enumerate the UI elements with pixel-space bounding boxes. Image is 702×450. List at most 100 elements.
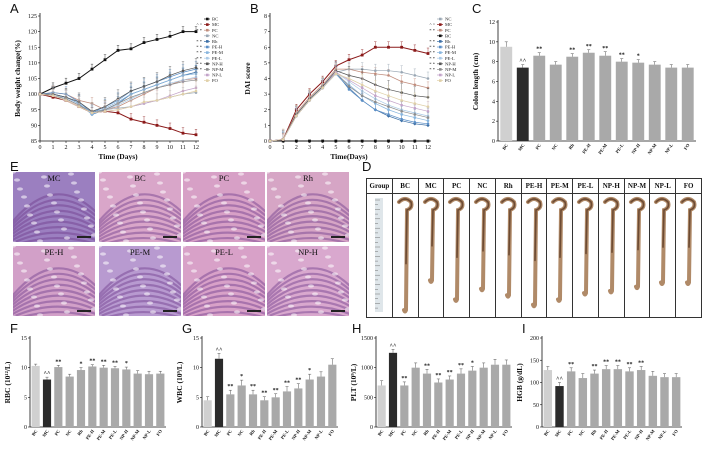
bar-fo — [502, 364, 511, 427]
gross-cell-np-m — [623, 193, 651, 318]
crypt — [281, 213, 287, 217]
crypt — [285, 295, 291, 299]
bar-bc — [500, 46, 513, 141]
tissue-fold — [183, 278, 265, 303]
tissue-fold — [267, 289, 349, 309]
x-tick-label: NP-H — [633, 428, 644, 440]
bar-mc — [388, 352, 398, 427]
tissue-fold — [13, 198, 95, 226]
gross-header-np-h: NP-H — [597, 178, 625, 194]
data-point — [90, 67, 94, 71]
crypt — [231, 227, 237, 231]
significance-label: ** — [536, 47, 542, 53]
legend-sig-mark: * * — [429, 28, 435, 33]
colon-tissue — [499, 197, 517, 299]
bar-nc — [411, 367, 420, 427]
x-tick-label: BC — [501, 143, 509, 151]
tissue-fold — [99, 305, 181, 316]
crypt — [251, 207, 257, 211]
crypt — [267, 172, 270, 174]
tissue-fold — [21, 236, 93, 242]
data-point — [374, 89, 377, 93]
data-point — [347, 58, 351, 62]
legend-swatch — [206, 73, 209, 77]
data-point — [64, 81, 68, 85]
crypt — [228, 292, 234, 296]
bar-nc — [549, 64, 562, 141]
x-tick-label: PE-H — [599, 428, 610, 440]
colon-content — [578, 198, 593, 255]
tissue-fold — [99, 289, 181, 309]
crypt — [120, 304, 126, 308]
tissue-fold — [99, 267, 181, 297]
legend-sig-mark: * * — [196, 28, 202, 33]
legend-swatch — [439, 23, 442, 26]
histology-image-pc: PC — [182, 171, 266, 243]
tissue-fold — [13, 289, 95, 309]
crypt — [267, 246, 270, 248]
x-tick-label: NP-H — [465, 428, 476, 440]
legend-entry-np-l: NP-L — [212, 73, 222, 78]
histology-image-pe-l: PE-L — [182, 245, 266, 317]
data-point — [387, 69, 390, 72]
crypt — [325, 181, 331, 185]
crypt — [51, 201, 57, 205]
data-point — [103, 110, 107, 113]
x-tick-label: NC — [65, 429, 73, 437]
x-tick-label: NP-L — [314, 429, 324, 441]
histology-label: BC — [134, 173, 146, 183]
crypt — [47, 267, 53, 271]
crypt — [187, 261, 193, 265]
crypt — [177, 233, 181, 237]
crypt — [201, 295, 207, 299]
x-tick-label: MC — [554, 429, 562, 438]
legend-swatch — [439, 73, 442, 77]
y-tick-label: 0 — [24, 425, 27, 431]
x-tick-label: PE-L — [280, 429, 290, 440]
bar-mc — [214, 358, 224, 427]
crypt — [41, 249, 47, 253]
x-tick-label: PE-M — [597, 142, 608, 155]
crypt — [150, 310, 156, 314]
crypt — [318, 310, 324, 314]
data-point — [387, 99, 390, 102]
legend-entry-pe-h: PE-H — [445, 45, 456, 50]
y-tick-label: 8 — [492, 60, 495, 66]
x-tick-label: NC — [551, 143, 559, 151]
data-point — [374, 72, 377, 76]
legend-entry-np-h: NP-H — [445, 61, 456, 66]
significance-label: ** — [603, 360, 609, 366]
colon-specimen — [396, 197, 414, 314]
panel-label-g: G — [182, 321, 193, 336]
x-tick-label: MC — [213, 429, 221, 438]
crypt — [99, 315, 103, 316]
x-tick-label: NC — [411, 429, 419, 437]
y-axis-title: Colon length (cm) — [471, 52, 480, 110]
tissue-fold — [99, 231, 181, 242]
crypt — [13, 241, 17, 242]
crypt — [271, 261, 277, 265]
crypt — [238, 172, 244, 176]
colon-tissue — [525, 197, 543, 309]
crypt — [110, 204, 116, 208]
crypt — [137, 275, 143, 279]
tissue-fold — [183, 294, 265, 313]
x-tick-label: 4 — [91, 145, 94, 151]
legend-swatch — [439, 45, 442, 49]
x-tick-label: Rh — [76, 428, 84, 436]
tissue-fold — [183, 231, 265, 242]
x-tick-label: 2 — [65, 145, 68, 151]
x-tick-label: 4 — [321, 145, 324, 151]
data-point — [360, 67, 364, 71]
crypt — [130, 258, 136, 262]
data-point — [116, 48, 120, 52]
colon-specimen — [654, 197, 671, 286]
y-tick-label: 1 — [264, 123, 267, 129]
legend-entry-pe-l: PE-L — [445, 56, 455, 61]
x-tick-label: MC — [41, 429, 49, 438]
crypt — [174, 298, 180, 302]
x-tick-label: 3 — [78, 145, 81, 151]
bar-np-m — [648, 375, 658, 427]
legend-swatch — [206, 23, 209, 26]
x-tick-label: 1 — [282, 145, 285, 151]
